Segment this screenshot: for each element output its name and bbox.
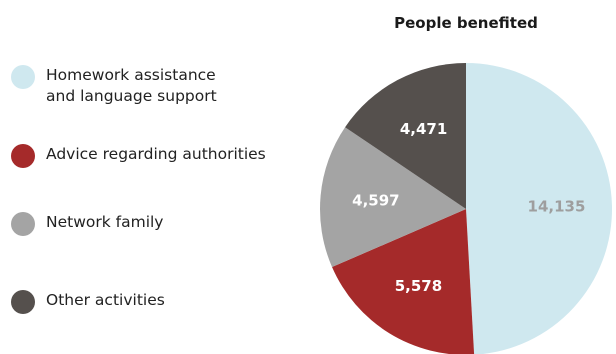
legend-label-advice: Advice regarding authorities <box>46 145 266 163</box>
legend-item-other: Other activities <box>0 290 165 314</box>
pie-label-advice: 5,578 <box>395 277 442 295</box>
pie-slice-other <box>345 63 466 209</box>
legend-label-other: Other activities <box>46 291 165 309</box>
legend-label-homework: Homework assistance and language support <box>46 65 217 107</box>
pie-slice-network <box>319 127 466 268</box>
pie-slice-homework <box>466 63 612 354</box>
legend-swatch-network <box>11 212 35 236</box>
pie-label-network: 4,597 <box>352 192 399 210</box>
legend-item-homework: Homework assistance and language support <box>0 65 217 107</box>
legend-swatch-advice <box>11 144 35 168</box>
legend-swatch-homework <box>11 65 35 89</box>
pie-label-other: 4,471 <box>400 120 447 138</box>
chart-title: People benefited <box>394 14 538 32</box>
pie-slice-advice <box>332 209 475 354</box>
legend: Homework assistance and language support… <box>0 0 300 354</box>
legend-item-advice: Advice regarding authorities <box>0 144 266 168</box>
legend-item-network: Network family <box>0 212 163 236</box>
legend-label-homework-line-1: Homework assistance <box>46 66 216 84</box>
legend-label-homework-line-2: and language support <box>46 87 217 105</box>
legend-label-network: Network family <box>46 213 164 231</box>
legend-swatch-other <box>11 290 35 314</box>
pie-label-homework: 14,135 <box>528 197 586 215</box>
